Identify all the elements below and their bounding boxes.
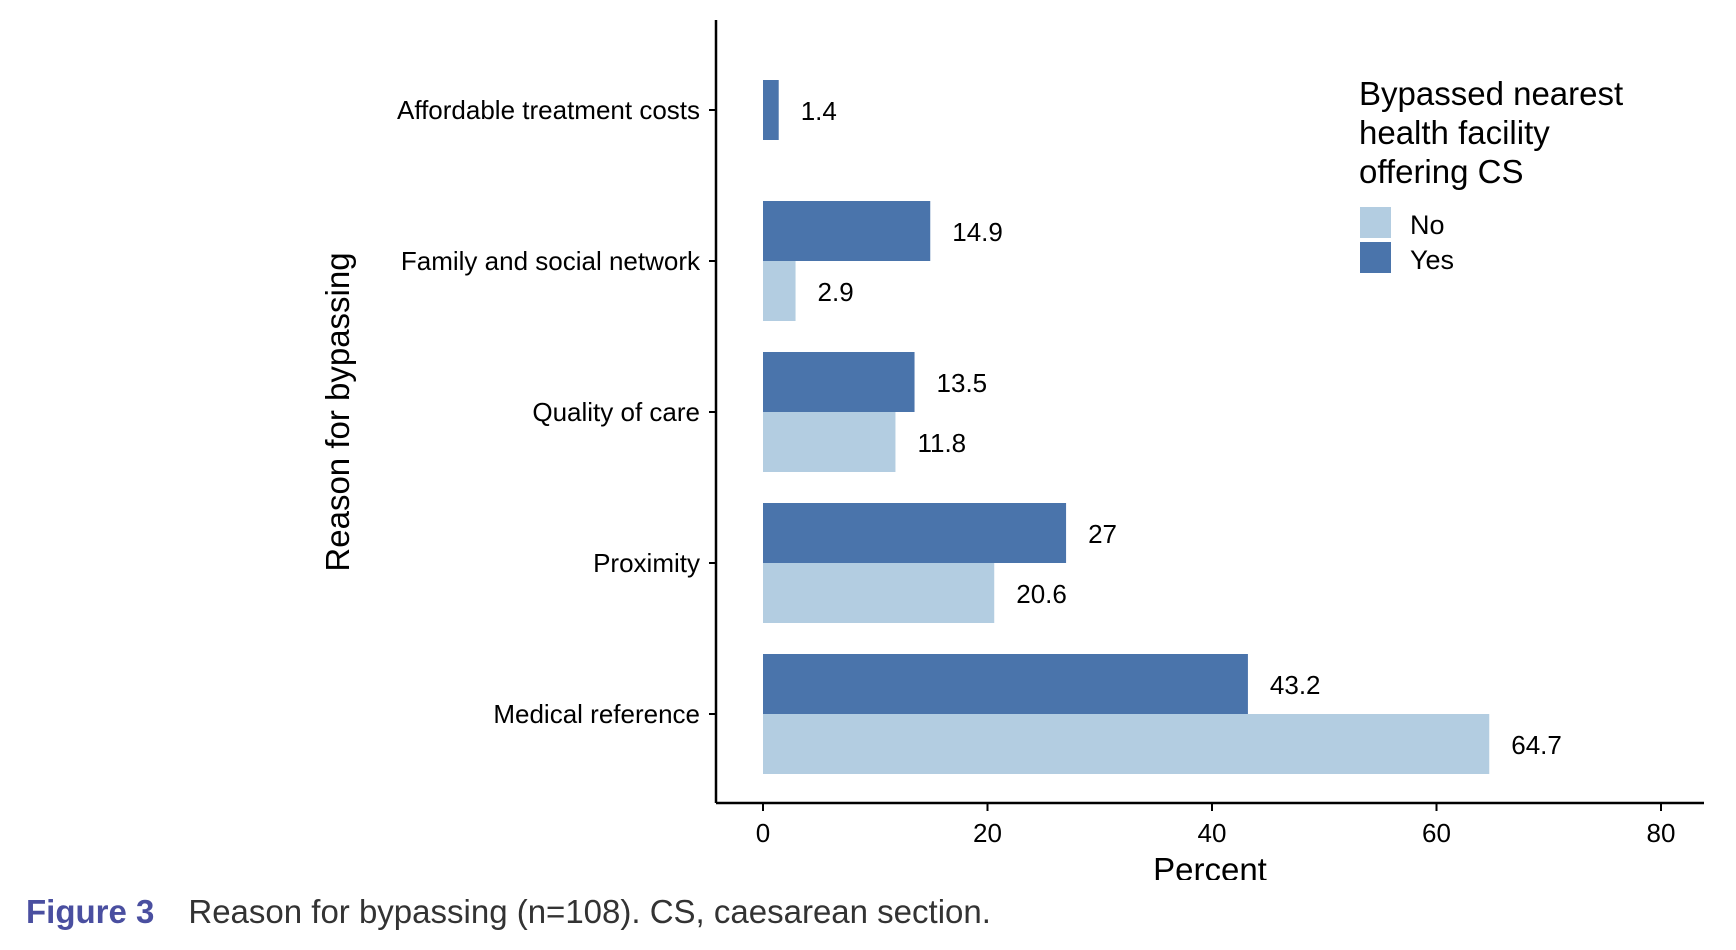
y-tick-label-family-and-social-network: Family and social network — [401, 246, 701, 276]
legend: Bypassed nearest health facility offerin… — [1359, 75, 1623, 275]
legend-label-yes: Yes — [1410, 245, 1454, 275]
bars-group — [763, 80, 1490, 774]
bar-no-proximity — [763, 563, 995, 623]
value-labels-group: 1.4 14.9 2.9 13.5 11.8 27 20.6 43.2 64.7 — [801, 96, 1562, 760]
legend-title-line-1: Bypassed nearest — [1359, 75, 1623, 112]
x-tick-label-40: 40 — [1198, 818, 1227, 848]
y-tick-label-proximity: Proximity — [593, 548, 700, 578]
bar-yes-family-and-social-network — [763, 201, 931, 261]
value-label-yes-family-and-social-network: 14.9 — [952, 217, 1003, 247]
figure-caption-label: Figure 3 — [26, 893, 155, 930]
bar-yes-proximity — [763, 503, 1067, 563]
y-tick-group: Affordable treatment costs Family and soc… — [397, 95, 716, 729]
value-label-yes-quality-of-care: 13.5 — [937, 368, 988, 398]
value-label-no-quality-of-care: 11.8 — [917, 428, 966, 458]
y-axis-title: Reason for bypassing — [319, 252, 356, 571]
x-tick-label-20: 20 — [973, 818, 1002, 848]
figure-caption-text: Reason for bypassing (n=108). CS, caesar… — [188, 893, 991, 930]
legend-swatch-no — [1360, 207, 1391, 238]
x-tick-label-60: 60 — [1422, 818, 1451, 848]
value-label-yes-affordable-treatment-costs: 1.4 — [801, 96, 837, 126]
x-tick-group: 0 20 40 60 80 — [756, 803, 1676, 848]
x-tick-label-0: 0 — [756, 818, 770, 848]
bar-no-quality-of-care — [763, 412, 896, 472]
value-label-no-family-and-social-network: 2.9 — [818, 277, 854, 307]
value-label-yes-proximity: 27 — [1088, 519, 1117, 549]
value-label-no-proximity: 20.6 — [1016, 579, 1067, 609]
value-label-no-medical-reference: 64.7 — [1511, 730, 1562, 760]
y-tick-label-quality-of-care: Quality of care — [532, 397, 700, 427]
bar-no-medical-reference — [763, 714, 1490, 774]
bar-chart: 1.4 14.9 2.9 13.5 11.8 27 20.6 43.2 64.7 Afforda… — [319, 20, 1704, 880]
bar-yes-quality-of-care — [763, 352, 915, 412]
bar-yes-medical-reference — [763, 654, 1248, 714]
y-tick-label-medical-reference: Medical reference — [493, 699, 700, 729]
legend-title-line-2: health facility — [1359, 114, 1550, 151]
x-tick-label-80: 80 — [1647, 818, 1676, 848]
bar-yes-affordable-treatment-costs — [763, 80, 779, 140]
figure-caption: Figure 3 Reason for bypassing (n=108). CS… — [26, 893, 991, 931]
value-label-yes-medical-reference: 43.2 — [1270, 670, 1321, 700]
bar-no-family-and-social-network — [763, 261, 796, 321]
x-axis-title: Percent — [1153, 851, 1267, 880]
y-tick-label-affordable-treatment-costs: Affordable treatment costs — [397, 95, 700, 125]
legend-label-no: No — [1410, 210, 1445, 240]
legend-swatch-yes — [1360, 242, 1391, 273]
legend-title-line-3: offering CS — [1359, 153, 1523, 190]
